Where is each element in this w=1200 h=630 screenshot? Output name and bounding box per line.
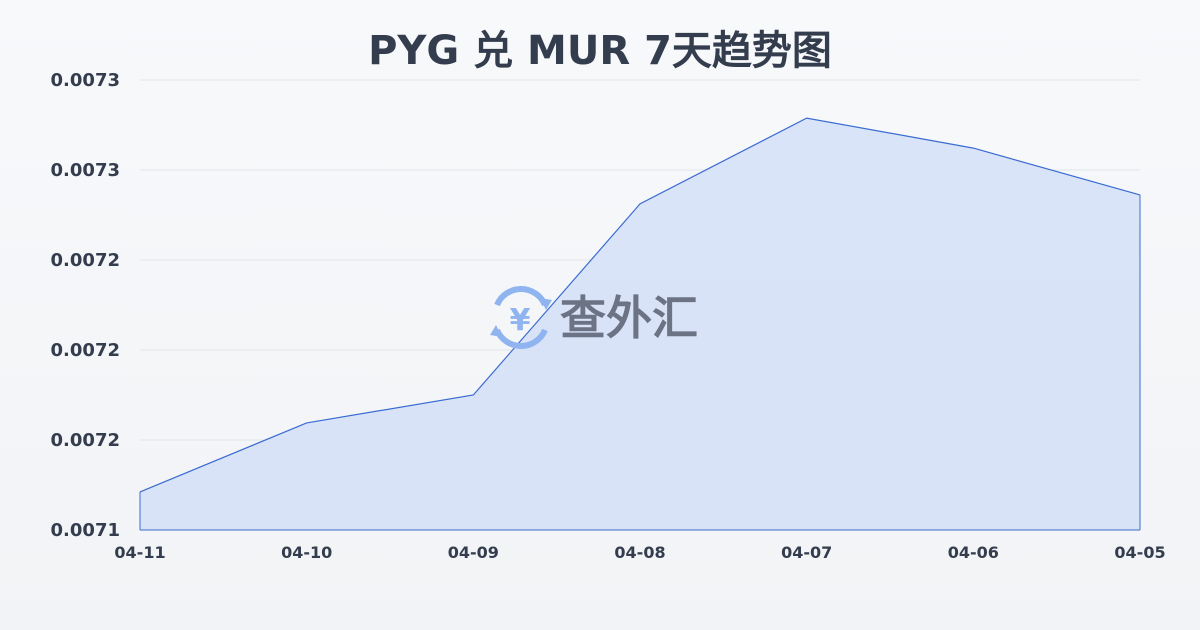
svg-text:¥: ¥ (510, 303, 531, 338)
yen-exchange-icon: ¥ (490, 286, 552, 349)
x-tick-label: 04-07 (781, 543, 832, 562)
x-tick-label: 04-10 (281, 543, 332, 562)
y-tick-label: 0.0072 (51, 430, 120, 451)
x-tick-label: 04-11 (114, 543, 165, 562)
watermark-text: 查外汇 (560, 291, 698, 345)
series-line (139, 117, 1141, 493)
x-tick-label: 04-09 (448, 543, 499, 562)
area-fill (140, 118, 1140, 530)
chart-title: PYG 兑 MUR 7天趋势图 (368, 28, 832, 74)
y-tick-label: 0.0072 (51, 340, 120, 361)
x-tick-label: 04-05 (1114, 543, 1165, 562)
y-tick-label: 0.0072 (51, 250, 120, 271)
y-tick-label: 0.0073 (51, 160, 120, 181)
y-tick-label: 0.0071 (51, 520, 120, 541)
x-tick-label: 04-06 (948, 543, 999, 562)
y-tick-label: 0.0073 (51, 70, 120, 91)
x-tick-label: 04-08 (614, 543, 665, 562)
watermark: ¥ 查外汇 (490, 286, 698, 349)
